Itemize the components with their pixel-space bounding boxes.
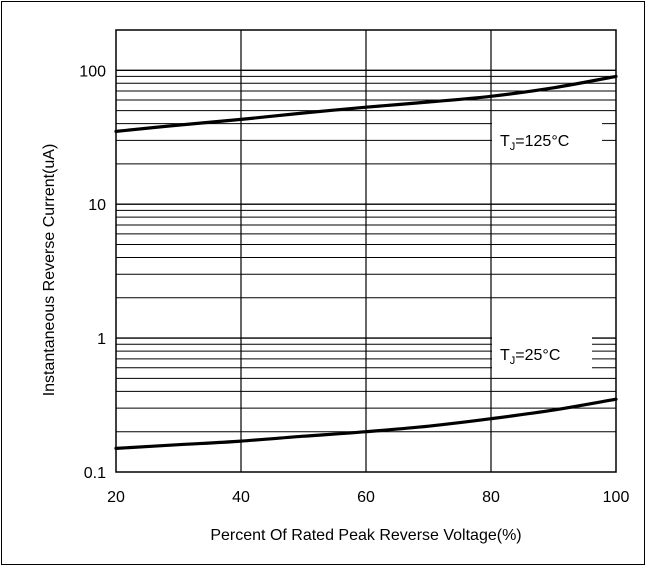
- annotation-tj-25: TJ=25°C: [500, 347, 560, 367]
- grid-lines: [115, 29, 617, 473]
- x-axis-label: Percent Of Rated Peak Reverse Voltage(%): [210, 527, 521, 544]
- series-lines: [114, 74, 618, 450]
- series-line-0: [114, 74, 618, 133]
- series-line-1: [114, 397, 618, 450]
- y-tick-label-10: 10: [88, 197, 106, 214]
- annotation-tj-125: TJ=125°C: [500, 133, 569, 153]
- y-axis-label: Instantaneous Reverse Current(uA): [41, 144, 58, 397]
- x-tick-label-20: 20: [107, 489, 125, 506]
- y-tick-label-1: 1: [97, 331, 106, 348]
- x-tick-label-100: 100: [603, 489, 630, 506]
- x-tick-label-80: 80: [482, 489, 500, 506]
- x-tick-label-40: 40: [232, 489, 250, 506]
- annotation-tj-125-sub: J: [510, 141, 516, 153]
- annotation-background: [492, 336, 592, 370]
- y-tick-label-0.1: 0.1: [84, 465, 106, 482]
- annotation-tj-25-base: T: [500, 347, 510, 364]
- annotation-tj-125-rest: =125°C: [515, 133, 569, 150]
- annotations: TJ=125°C TJ=25°C: [500, 133, 569, 367]
- annotation-tj-25-rest: =25°C: [515, 347, 560, 364]
- annotation-tj-25-sub: J: [510, 355, 516, 367]
- annotation-background: [492, 120, 602, 156]
- y-tick-label-100: 100: [79, 63, 106, 80]
- annotation-tj-125-base: T: [500, 133, 510, 150]
- x-tick-label-60: 60: [357, 489, 375, 506]
- tick-labels: 20 40 60 80 100 0.1 1 10 100: [79, 63, 629, 506]
